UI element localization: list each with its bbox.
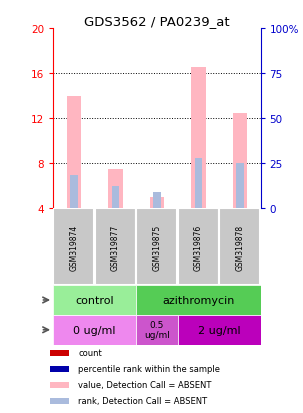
Bar xyxy=(53,285,136,315)
Text: GSM319874: GSM319874 xyxy=(69,224,78,270)
Text: value, Detection Call = ABSENT: value, Detection Call = ABSENT xyxy=(78,380,212,389)
Title: GDS3562 / PA0239_at: GDS3562 / PA0239_at xyxy=(84,15,230,28)
Bar xyxy=(178,315,261,345)
Text: azithromycin: azithromycin xyxy=(162,295,235,305)
Bar xyxy=(233,113,247,209)
Bar xyxy=(195,158,202,209)
Text: 0 ug/ml: 0 ug/ml xyxy=(73,325,116,335)
Bar xyxy=(50,382,69,388)
Text: rank, Detection Call = ABSENT: rank, Detection Call = ABSENT xyxy=(78,396,208,405)
Bar xyxy=(112,187,119,209)
Bar xyxy=(70,175,78,209)
Bar xyxy=(108,170,122,209)
Bar xyxy=(153,192,161,209)
Text: GSM319878: GSM319878 xyxy=(235,224,244,270)
Bar xyxy=(136,285,261,315)
Bar xyxy=(150,198,164,209)
Bar xyxy=(136,209,177,285)
Text: count: count xyxy=(78,349,102,357)
Bar xyxy=(50,398,69,404)
Bar xyxy=(95,209,136,285)
Bar xyxy=(53,209,94,285)
Bar xyxy=(136,315,178,345)
Text: GSM319877: GSM319877 xyxy=(111,224,120,270)
Text: percentile rank within the sample: percentile rank within the sample xyxy=(78,364,220,373)
Bar xyxy=(53,315,136,345)
Text: GSM319876: GSM319876 xyxy=(194,224,203,270)
Text: control: control xyxy=(75,295,114,305)
Bar xyxy=(67,97,81,209)
Text: GSM319875: GSM319875 xyxy=(152,224,161,270)
Bar xyxy=(236,164,244,209)
Bar xyxy=(191,68,205,209)
Bar xyxy=(178,209,219,285)
Text: 2 ug/ml: 2 ug/ml xyxy=(198,325,240,335)
Bar xyxy=(50,366,69,372)
Bar xyxy=(219,209,260,285)
Bar xyxy=(50,350,69,356)
Text: 0.5
ug/ml: 0.5 ug/ml xyxy=(144,320,170,339)
